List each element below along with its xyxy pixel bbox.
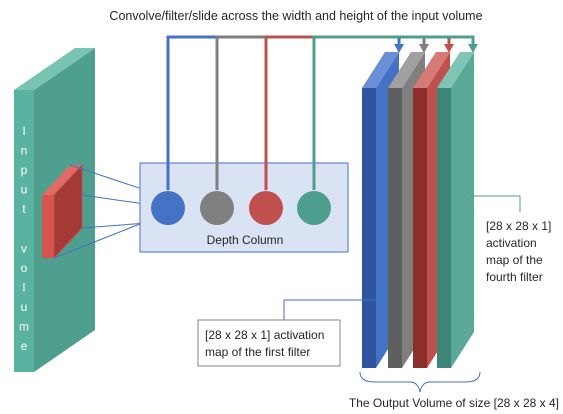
arrowheads — [394, 44, 478, 53]
slab-front — [362, 88, 376, 368]
circle-gray — [200, 191, 234, 225]
output-volume — [362, 52, 474, 368]
slab-front — [437, 88, 451, 368]
input-top — [14, 48, 95, 90]
slab-top — [413, 52, 450, 88]
circle-red — [249, 191, 283, 225]
brace — [359, 371, 481, 393]
callout-fourth-line — [470, 195, 521, 212]
callout-fourth-box — [480, 212, 562, 292]
title: Convolve/filter/slide across the width a… — [109, 9, 482, 23]
input-front — [14, 90, 34, 372]
depth-column-label: Depth Column — [207, 233, 284, 247]
field-top — [42, 165, 82, 195]
callout-first-line — [283, 299, 378, 320]
circle-teal — [297, 191, 331, 225]
slab-front — [413, 88, 427, 368]
slab-side — [451, 52, 474, 368]
field-left — [42, 195, 54, 258]
slab-top — [362, 52, 399, 88]
callout-first-box — [197, 319, 341, 367]
callout-first-text: [28 x 28 x 1] activation map of the first… — [205, 328, 324, 359]
callout-fourth-text: [28 x 28 x 1] activation map of the fourth … — [486, 219, 551, 284]
slab-top — [388, 52, 425, 88]
circle-blue — [151, 191, 185, 225]
slab-front — [388, 88, 402, 368]
output-label: The Output Volume of size [28 x 28 x 4] — [349, 396, 559, 410]
slab-top — [437, 52, 474, 88]
connectors — [166, 35, 475, 190]
